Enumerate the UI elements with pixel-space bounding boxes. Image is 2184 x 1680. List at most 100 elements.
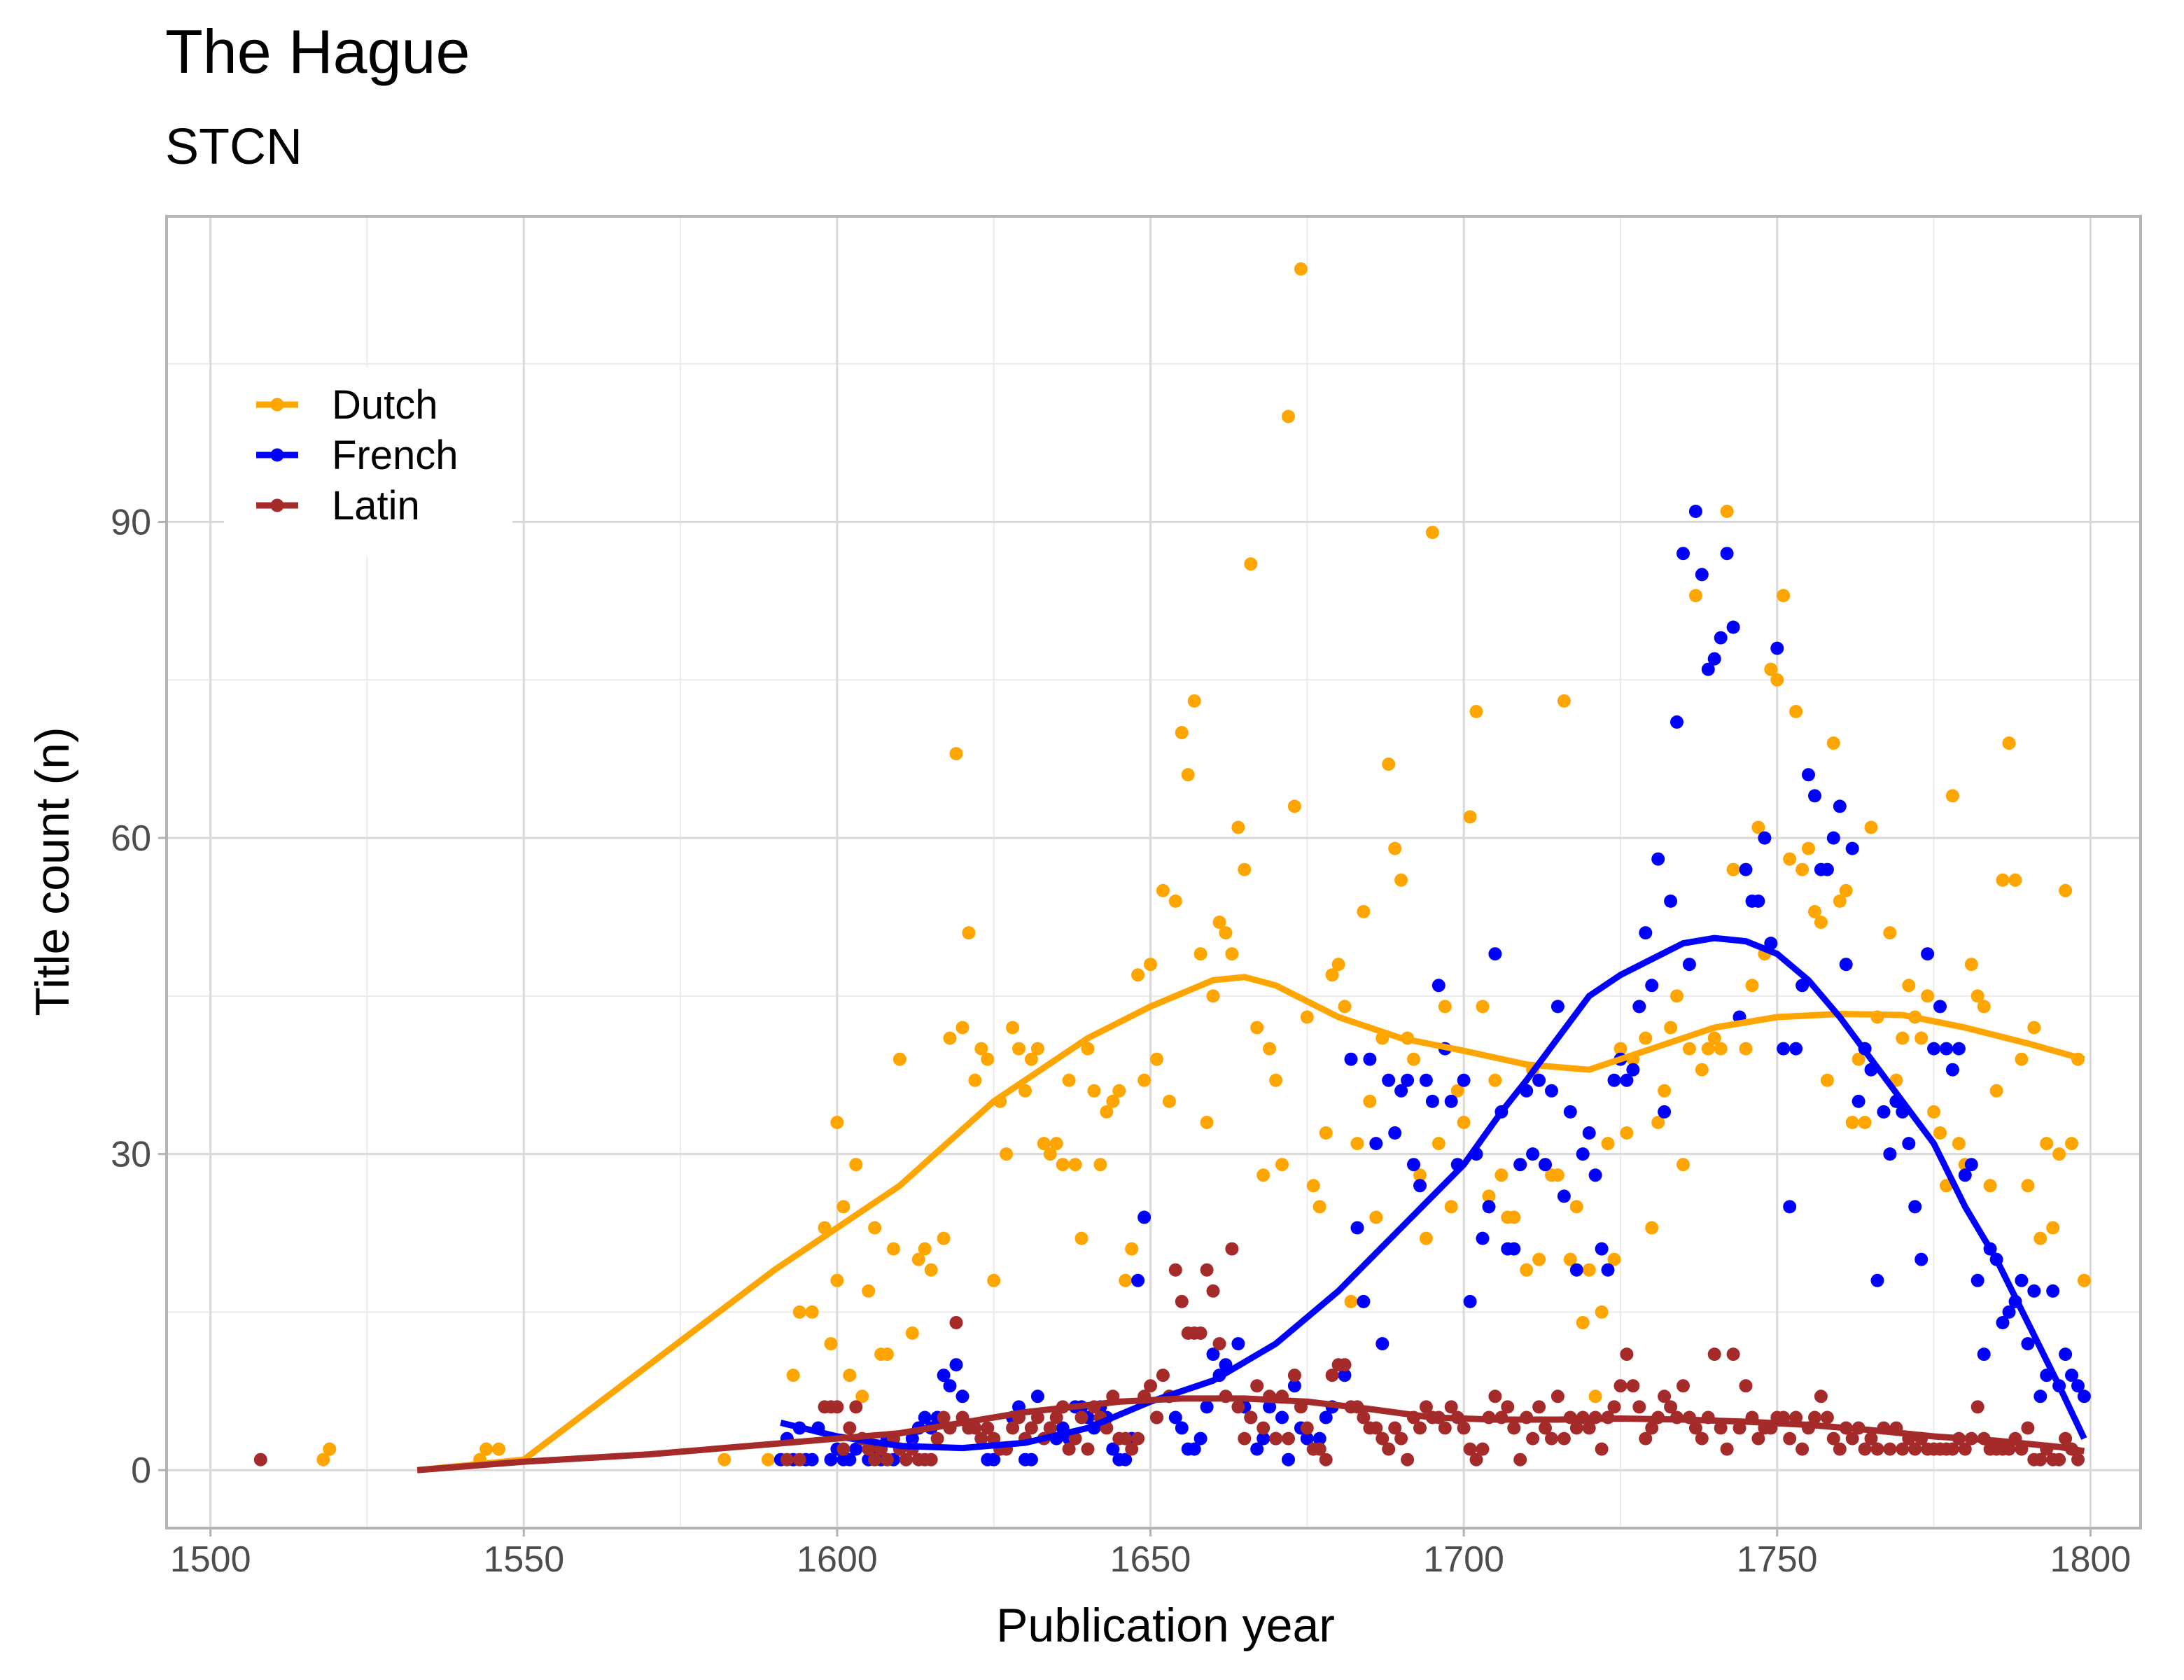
point-latin [1074,1410,1088,1424]
point-latin [1970,1400,1984,1414]
point-dutch [1244,557,1258,571]
point-french [1851,1094,1865,1108]
point-french [1463,1294,1477,1308]
point-french [1927,1042,1941,1056]
point-latin [1388,1421,1402,1435]
point-dutch [987,1273,1001,1287]
point-dutch [892,1052,906,1066]
point-french [1263,1400,1277,1414]
point-french [2046,1284,2060,1298]
point-french [1883,1147,1897,1161]
point-dutch [1225,947,1239,961]
point-french [1839,958,1853,972]
point-dutch [1494,1168,1508,1182]
point-dutch [1457,1116,1471,1129]
point-dutch [2008,873,2022,887]
points-dutch [316,262,2091,1466]
point-dutch [855,1390,869,1404]
point-dutch [1952,1137,1966,1151]
point-french [1676,547,1690,561]
point-dutch [492,1442,505,1456]
point-dutch [1419,1231,1433,1245]
point-dutch [1726,862,1740,876]
point-latin [2052,1452,2066,1466]
point-french [1532,1073,1546,1087]
point-latin [1119,1432,1133,1446]
point-french [918,1410,932,1424]
point-french [1413,1179,1427,1193]
point-dutch [1344,1294,1358,1308]
point-dutch [1119,1273,1133,1287]
point-dutch [843,1368,857,1382]
point-french [1940,1042,1953,1056]
point-latin [1225,1242,1239,1256]
point-dutch [316,1452,330,1466]
point-french [824,1452,838,1466]
point-dutch [1306,1179,1320,1193]
point-dutch [1049,1137,1063,1151]
point-latin [1726,1348,1740,1362]
x-axis-ticks: 1500 1550 1600 1650 1700 1750 1800 [170,1528,2131,1580]
point-dutch [1783,852,1797,866]
point-dutch [1450,1084,1464,1098]
point-dutch [1714,1042,1728,1056]
point-latin [836,1442,850,1456]
point-latin [253,1452,267,1466]
point-dutch [1350,1137,1364,1151]
point-french [1550,1000,1564,1014]
point-french [2033,1390,2047,1404]
point-dutch [1764,662,1778,676]
point-french [1187,1442,1201,1456]
point-french [1707,652,1721,666]
point-french [1701,662,1715,676]
point-dutch [1601,1137,1615,1151]
point-dutch [1682,1042,1696,1056]
point-latin [1282,1432,1295,1446]
point-french [1513,1158,1527,1172]
point-dutch [1607,1252,1621,1266]
point-latin [1783,1432,1797,1446]
point-french [1376,1337,1390,1351]
point-dutch [1482,1189,1496,1203]
point-dutch [792,1305,806,1319]
y-tick-label: 60 [111,818,151,859]
point-latin [881,1452,894,1466]
point-latin [1826,1432,1840,1446]
point-dutch [849,1158,863,1172]
point-dutch [830,1273,844,1287]
point-latin [1595,1442,1609,1456]
point-dutch [1231,820,1245,834]
point-dutch [1256,1168,1270,1182]
point-dutch [1701,1042,1715,1056]
point-dutch [1645,1221,1659,1235]
point-french [1119,1452,1133,1466]
point-latin [792,1452,806,1466]
point-latin [1357,1410,1371,1424]
point-dutch [1770,673,1784,687]
point-french [1363,1052,1377,1066]
point-dutch [1833,894,1847,908]
point-latin [1582,1421,1596,1435]
point-dutch [1081,1042,1095,1056]
point-french [2021,1337,2035,1351]
point-french [1770,641,1784,655]
point-french [1658,1105,1672,1119]
point-dutch [718,1452,732,1466]
point-french [1626,1063,1640,1077]
point-latin [1256,1421,1270,1435]
point-latin [1908,1442,1922,1456]
point-french [1024,1452,1038,1466]
chart-title: The Hague [165,17,470,86]
point-dutch [1639,1031,1653,1045]
point-dutch [1808,904,1821,918]
point-latin [862,1442,876,1456]
point-dutch [824,1337,838,1351]
point-dutch [1319,1126,1333,1140]
point-latin [1688,1421,1702,1435]
point-latin [1476,1442,1490,1456]
point-dutch [1814,916,1828,929]
smooth-line-french [780,934,2087,1452]
point-french [1338,1368,1352,1382]
point-latin [1532,1400,1546,1414]
point-latin [1206,1284,1220,1298]
